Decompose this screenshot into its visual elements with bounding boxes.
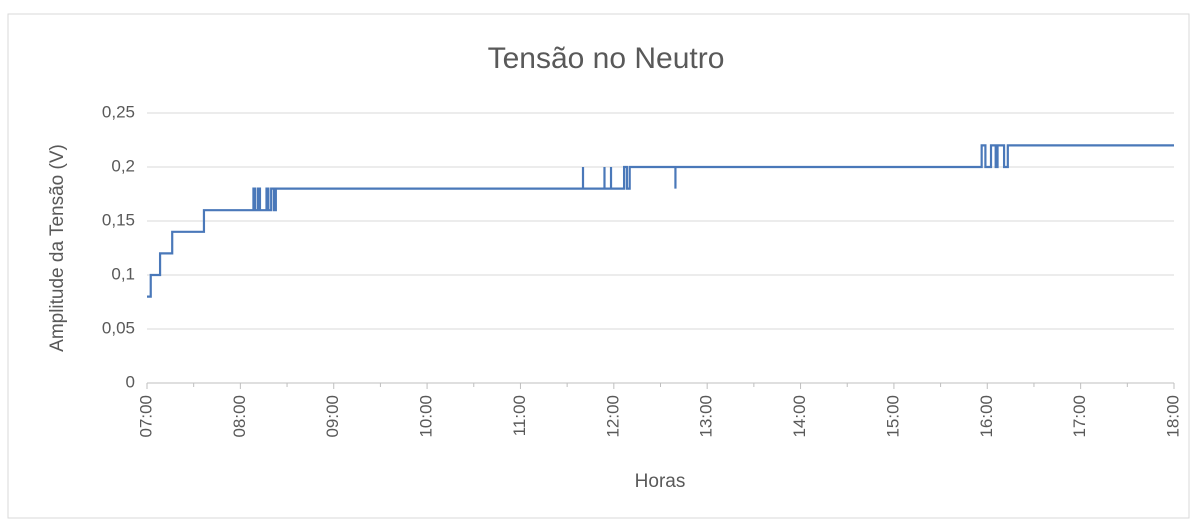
x-tick-label: 08:00: [230, 395, 249, 438]
x-tick-label: 14:00: [790, 395, 809, 438]
y-tick-label: 0,25: [102, 102, 135, 121]
y-tick-label: 0,05: [102, 318, 135, 337]
x-tick-label: 12:00: [603, 395, 622, 438]
y-tick-label: 0,15: [102, 210, 135, 229]
x-tick-label: 18:00: [1163, 395, 1182, 438]
x-axis-label: Horas: [635, 471, 686, 492]
y-tick-label: 0: [126, 372, 135, 391]
x-tick-label: 09:00: [323, 395, 342, 438]
y-tick-label: 0,1: [111, 264, 135, 283]
x-tick-label: 10:00: [417, 395, 436, 438]
x-tick-label: 11:00: [510, 395, 529, 436]
y-axis-label: Amplitude da Tensão (V): [47, 144, 68, 352]
series-line: [147, 144, 1174, 298]
x-tick-label: 17:00: [1070, 395, 1089, 438]
x-tick-label: 07:00: [136, 395, 155, 438]
chart-border: [7, 13, 1190, 519]
x-tick-label: 16:00: [977, 395, 996, 438]
x-tick-label: 15:00: [883, 395, 902, 438]
x-tick-label: 13:00: [697, 395, 716, 438]
y-tick-label: 0,2: [111, 156, 135, 175]
chart-title: Tensão no Neutro: [488, 42, 725, 75]
